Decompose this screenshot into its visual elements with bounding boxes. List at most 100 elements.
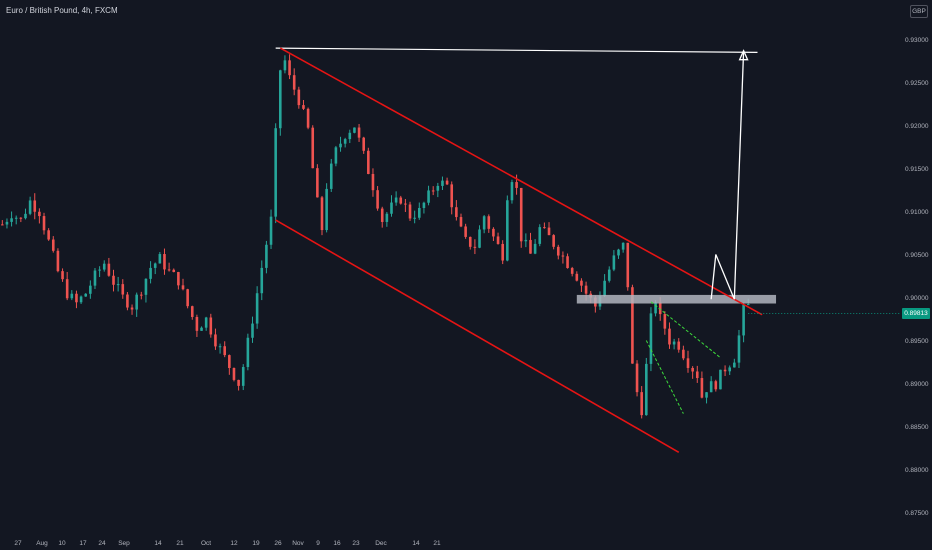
candle-body (459, 217, 463, 227)
candle-body (635, 363, 639, 393)
candle-body (135, 294, 138, 310)
candle-body (311, 127, 315, 169)
candle-body (70, 293, 74, 299)
y-tick-label: 0.93500 (905, 0, 929, 1)
candle-body (431, 190, 435, 192)
candle-body (394, 197, 398, 203)
candle-body (422, 202, 426, 209)
candle-body (468, 236, 472, 247)
candle-body (556, 246, 560, 256)
candle-body (380, 208, 384, 222)
x-tick-label: 27 (14, 540, 22, 547)
candle-body (603, 280, 606, 297)
x-tick-label: 24 (98, 540, 106, 547)
x-tick-label: 21 (433, 540, 441, 547)
candle-body (353, 127, 356, 133)
candle-body (561, 255, 565, 257)
candle-body (376, 190, 379, 209)
candle-body (413, 217, 416, 219)
candle-body (292, 75, 296, 90)
candle-body (121, 284, 125, 295)
x-tick-label: 14 (154, 540, 162, 547)
candle-body (649, 313, 653, 364)
candle-body (733, 362, 736, 368)
resistance-zone (576, 294, 777, 304)
candle-body (14, 217, 18, 219)
candle-body (89, 285, 92, 294)
candle-body (283, 60, 287, 71)
y-tick-label: 0.90000 (905, 295, 929, 302)
x-tick-label: Aug (36, 540, 48, 547)
candle-body (329, 163, 333, 189)
y-tick-label: 0.92500 (905, 80, 929, 87)
candle-body (529, 239, 532, 254)
candle-body (237, 379, 240, 386)
candle-body (42, 216, 46, 231)
candle-body (51, 239, 55, 251)
candle-body (1, 224, 4, 226)
candle-body (682, 349, 685, 359)
candle-body (686, 358, 690, 368)
candle-body (519, 187, 523, 242)
candle-body (709, 381, 713, 393)
currency-badge[interactable]: GBP (910, 5, 928, 18)
candle-body (153, 263, 157, 268)
candle-body (464, 226, 467, 237)
candle-body (441, 180, 444, 186)
y-tick-label: 0.89000 (905, 381, 929, 388)
candle-body (149, 267, 152, 279)
candle-body (547, 227, 551, 236)
candle-body (506, 200, 509, 261)
candle-body (723, 369, 727, 372)
candle-body (223, 346, 227, 356)
y-tick-label: 0.93000 (905, 37, 929, 44)
candle-body (357, 127, 361, 138)
x-tick-label: Oct (201, 540, 211, 547)
candle-body (566, 256, 569, 269)
candle-body (612, 255, 616, 270)
x-tick-label: 19 (252, 540, 260, 547)
channel-upper-line (279, 47, 763, 316)
candle-body (107, 263, 111, 276)
candle-body (195, 316, 199, 331)
candle-body (61, 271, 64, 280)
candle-body (181, 285, 185, 290)
y-tick-label: 0.88000 (905, 467, 929, 474)
candle-body (126, 294, 129, 308)
y-tick-label: 0.91000 (905, 209, 929, 216)
candle-body (102, 263, 106, 270)
x-tick-label: 12 (230, 540, 238, 547)
candle-body (746, 304, 750, 306)
candle-body (427, 190, 430, 203)
candle-body (385, 213, 389, 222)
candle-body (714, 381, 718, 390)
x-tick-label: 21 (176, 540, 184, 547)
candle-body (496, 236, 500, 244)
candle-body (279, 70, 282, 129)
candle-body (241, 367, 245, 386)
candle-body (144, 278, 148, 295)
candle-body (214, 334, 217, 347)
candle-body (672, 341, 676, 345)
candle-body (645, 363, 648, 416)
candle-body (640, 392, 643, 416)
last-price-tag: 0.89813 (902, 308, 930, 319)
candle-body (663, 314, 667, 329)
y-tick-label: 0.89500 (905, 338, 929, 345)
candle-body (288, 60, 291, 76)
candle-body (75, 293, 78, 303)
x-tick-label: Nov (292, 540, 304, 547)
candle-body (695, 371, 699, 379)
candle-body (200, 327, 203, 331)
candle-body (436, 185, 440, 191)
candle-body (575, 273, 579, 281)
candle-body (607, 269, 611, 281)
candle-body (47, 230, 50, 240)
candle-body (487, 216, 491, 229)
candle-body (580, 280, 583, 286)
candle-body (371, 173, 375, 191)
candle-body (93, 270, 97, 286)
candle-body (274, 128, 277, 217)
candle-body (10, 218, 13, 222)
